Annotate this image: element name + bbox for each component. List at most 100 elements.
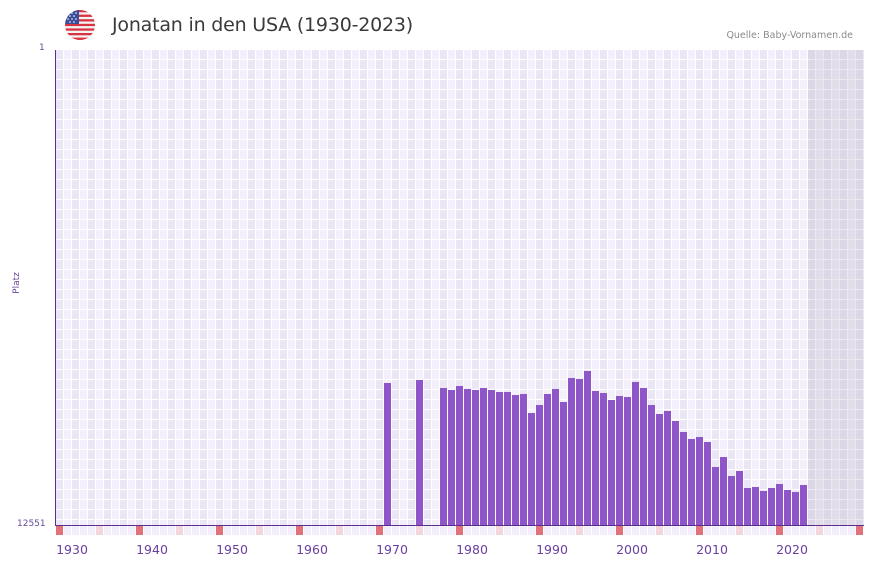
bar-1980 (456, 386, 463, 525)
year-marker (400, 526, 407, 535)
year-marker (664, 526, 671, 535)
bar-2003 (640, 388, 647, 525)
bar-1995 (576, 379, 583, 525)
year-marker-strip (56, 526, 864, 535)
year-marker (392, 526, 399, 535)
year-marker (232, 526, 239, 535)
year-marker (360, 526, 367, 535)
year-marker (112, 526, 119, 535)
year-marker (520, 526, 527, 535)
year-marker (744, 526, 751, 535)
year-marker (88, 526, 95, 535)
year-marker (64, 526, 71, 535)
x-label: 1950 (216, 542, 248, 557)
year-marker (680, 526, 687, 535)
year-marker (56, 526, 63, 535)
year-marker (176, 526, 183, 535)
year-marker (752, 526, 759, 535)
bar-1983 (480, 388, 487, 525)
year-marker (408, 526, 415, 535)
year-marker (528, 526, 535, 535)
bar-2023 (800, 485, 807, 525)
bar-1991 (544, 394, 551, 525)
bar-1986 (504, 391, 511, 525)
year-marker (168, 526, 175, 535)
year-marker (432, 526, 439, 535)
bar-1981 (464, 389, 471, 525)
x-label: 1970 (376, 542, 408, 557)
bar-1975 (416, 380, 423, 525)
year-marker (720, 526, 727, 535)
year-marker (184, 526, 191, 535)
y-axis-bottom-label: 12551 (17, 519, 46, 529)
year-marker (632, 526, 639, 535)
year-marker (368, 526, 375, 535)
year-marker (592, 526, 599, 535)
year-marker (736, 526, 743, 535)
year-marker (448, 526, 455, 535)
year-marker (808, 526, 815, 535)
x-label: 2020 (776, 542, 808, 557)
x-label: 1980 (456, 542, 488, 557)
year-marker (104, 526, 111, 535)
bar-2018 (760, 491, 767, 525)
year-marker (768, 526, 775, 535)
bar-2012 (712, 467, 719, 525)
bar-2016 (744, 488, 751, 525)
year-marker (552, 526, 559, 535)
bar-2002 (632, 381, 639, 525)
bar-series (56, 50, 864, 525)
year-marker (696, 526, 703, 535)
x-axis-labels: 1930 1940 1950 1960 1970 1980 1990 2000 … (0, 542, 873, 562)
x-axis-line (55, 525, 864, 526)
year-marker (584, 526, 591, 535)
x-label: 1930 (56, 542, 88, 557)
year-marker (376, 526, 383, 535)
year-marker (600, 526, 607, 535)
year-marker (544, 526, 551, 535)
year-marker (576, 526, 583, 535)
year-marker (224, 526, 231, 535)
bar-2009 (688, 438, 695, 525)
year-marker (352, 526, 359, 535)
bar-2014 (728, 476, 735, 525)
year-marker (152, 526, 159, 535)
year-marker (656, 526, 663, 535)
bar-2020 (776, 484, 783, 525)
bar-2017 (752, 487, 759, 525)
year-marker (704, 526, 711, 535)
year-marker (336, 526, 343, 535)
future-zone (808, 50, 864, 525)
year-marker (304, 526, 311, 535)
year-marker (72, 526, 79, 535)
year-marker (472, 526, 479, 535)
year-marker (800, 526, 807, 535)
year-marker (496, 526, 503, 535)
x-label: 1940 (136, 542, 168, 557)
year-marker (296, 526, 303, 535)
year-marker (512, 526, 519, 535)
bar-2015 (736, 471, 743, 525)
x-label: 2000 (616, 542, 648, 557)
bar-2000 (616, 395, 623, 525)
year-marker (200, 526, 207, 535)
bar-2010 (696, 437, 703, 525)
bar-1979 (448, 390, 455, 525)
year-marker (328, 526, 335, 535)
year-marker (192, 526, 199, 535)
bar-2007 (672, 421, 679, 525)
year-marker (536, 526, 543, 535)
bar-2005 (656, 414, 663, 525)
x-label: 1990 (536, 542, 568, 557)
bar-2004 (648, 405, 655, 525)
year-marker (848, 526, 855, 535)
year-marker (688, 526, 695, 535)
usa-flag-icon (65, 10, 95, 40)
year-marker (256, 526, 263, 535)
bar-1990 (536, 405, 543, 525)
year-marker (480, 526, 487, 535)
year-marker (608, 526, 615, 535)
year-marker (136, 526, 143, 535)
bar-1992 (552, 389, 559, 525)
bar-1985 (496, 391, 503, 525)
